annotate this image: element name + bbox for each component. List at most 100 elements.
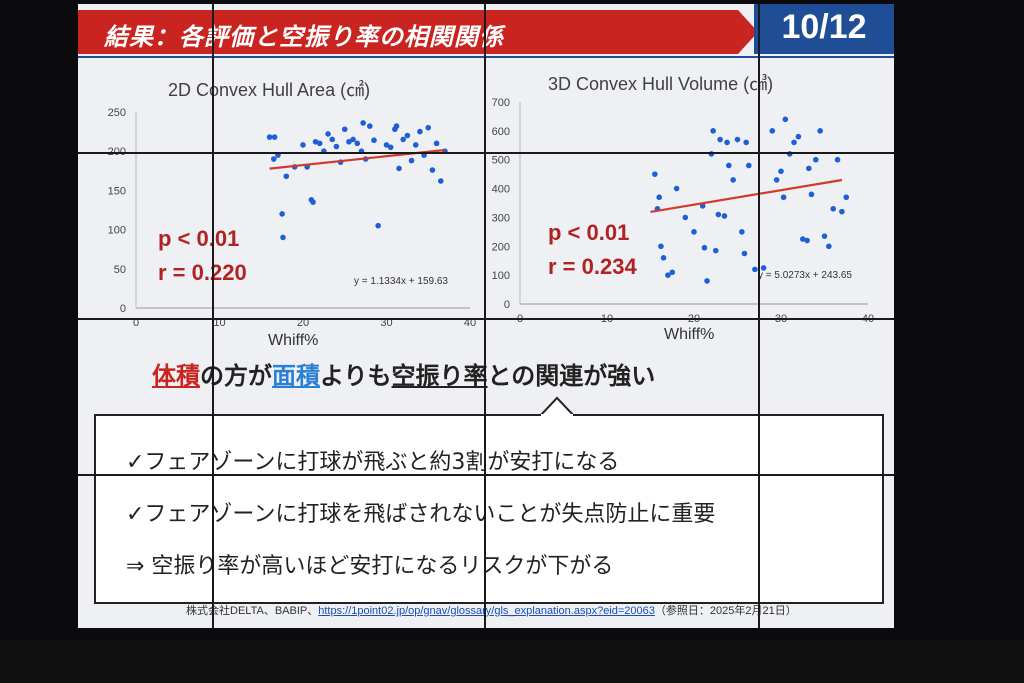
data-point — [834, 156, 841, 163]
trend-line — [650, 178, 843, 214]
summary-volume-term: 体積 — [152, 362, 200, 390]
data-point — [782, 116, 789, 123]
data-point — [701, 244, 708, 251]
data-point — [821, 233, 828, 239]
y-tick-label: 50 — [114, 264, 126, 276]
source-citation: 株式会社DELTA、BABIP、https://1point02.jp/op/g… — [186, 602, 797, 618]
page-number: 10/12 — [781, 8, 867, 46]
data-point — [341, 126, 348, 133]
data-point — [843, 194, 850, 201]
data-point — [817, 128, 823, 134]
data-point — [665, 272, 671, 278]
data-point — [656, 194, 662, 201]
data-point — [813, 156, 819, 163]
x-tick-label: 40 — [464, 317, 476, 329]
display-seam — [78, 318, 894, 320]
data-point — [752, 266, 758, 273]
data-point — [717, 136, 723, 143]
trend-equation-area: y = 1.1334x + 159.63 — [354, 276, 448, 287]
y-tick-label: 700 — [492, 97, 510, 109]
callout-box: ✓フェアゾーンに打球が飛ぶと約3割が安打になる ✓フェアゾーンに打球を飛ばされな… — [94, 414, 884, 604]
chart-title-volume: 3D Convex Hull Volume (㎤) — [548, 74, 774, 94]
y-tick-label: 200 — [492, 241, 510, 253]
data-point — [682, 214, 689, 221]
summary-whiff-term: 空振り率 — [391, 362, 488, 390]
source-suffix: （参照日：2025年2月21日） — [654, 605, 797, 617]
callout-pointer — [540, 396, 574, 416]
data-point — [360, 120, 366, 126]
trend-equation-volume: y = 5.0273x + 243.65 — [758, 270, 852, 281]
page-number-box — [754, 4, 894, 54]
display-seam — [78, 474, 894, 476]
data-point — [778, 168, 784, 175]
data-point — [437, 178, 444, 184]
data-point — [310, 199, 316, 205]
data-point — [712, 247, 719, 254]
data-point — [404, 132, 411, 139]
y-tick-label: 400 — [492, 184, 510, 196]
data-point — [367, 123, 373, 129]
data-point — [669, 269, 676, 276]
stats-volume: p < 0.01 r = 0.234 — [548, 216, 637, 284]
data-point — [400, 136, 407, 143]
data-point — [271, 134, 278, 140]
data-point — [350, 136, 356, 143]
data-point — [279, 211, 285, 217]
data-point — [371, 137, 377, 144]
data-point — [739, 229, 745, 235]
data-point — [721, 213, 728, 219]
x-tick-label: 0 — [133, 317, 139, 329]
data-point — [396, 165, 402, 172]
data-point — [280, 234, 286, 241]
data-point — [746, 162, 752, 169]
data-point — [417, 128, 423, 135]
data-point — [795, 133, 802, 140]
data-point — [791, 139, 797, 146]
data-point — [429, 167, 436, 173]
y-tick-label: 100 — [108, 225, 126, 237]
data-point — [673, 185, 680, 192]
data-point — [393, 123, 400, 129]
data-point — [383, 142, 390, 148]
display-seam — [758, 4, 760, 628]
data-point — [830, 205, 836, 212]
data-point — [741, 250, 748, 257]
data-point — [375, 222, 381, 229]
data-point — [412, 142, 419, 148]
display-seam — [78, 152, 894, 154]
summary-text-1: の方が — [200, 362, 272, 390]
title-banner — [78, 10, 758, 54]
r-value-area: r = 0.220 — [158, 260, 247, 285]
display-seam — [212, 4, 214, 628]
data-point — [804, 237, 810, 244]
data-point — [316, 140, 323, 147]
y-tick-label: 600 — [492, 126, 510, 138]
y-tick-label: 100 — [492, 270, 510, 282]
data-point — [726, 162, 732, 169]
data-point — [808, 191, 815, 198]
data-point — [266, 134, 273, 140]
data-point — [325, 131, 331, 137]
p-value-area: p < 0.01 — [158, 226, 240, 251]
x-tick-label: 30 — [380, 317, 392, 329]
y-tick-label: 0 — [120, 303, 126, 315]
y-tick-label: 150 — [108, 185, 126, 197]
data-point — [329, 136, 336, 143]
callout-item-3: ⇒ 空振り率が高いほど安打になるリスクが下がる — [126, 554, 614, 579]
data-point — [333, 143, 340, 150]
data-point — [346, 138, 352, 145]
data-point — [734, 136, 741, 143]
data-point — [806, 165, 812, 172]
data-point — [780, 194, 787, 201]
chart-title-area: 2D Convex Hull Area (㎠) — [168, 80, 371, 100]
data-point — [283, 173, 290, 180]
display-seam — [484, 4, 486, 628]
x-tick-label: 20 — [297, 317, 309, 329]
data-point — [839, 208, 845, 215]
stats-area: p < 0.01 r = 0.220 — [158, 222, 247, 290]
summary-text-3: との関連が強い — [487, 362, 656, 390]
r-value-volume: r = 0.234 — [548, 254, 637, 279]
data-point — [408, 157, 415, 164]
source-link[interactable]: https://1point02.jp/op/gnav/glossary/gls… — [318, 605, 655, 617]
summary-statement: 体積の方が面積よりも空振り率との関連が強い — [152, 356, 852, 391]
